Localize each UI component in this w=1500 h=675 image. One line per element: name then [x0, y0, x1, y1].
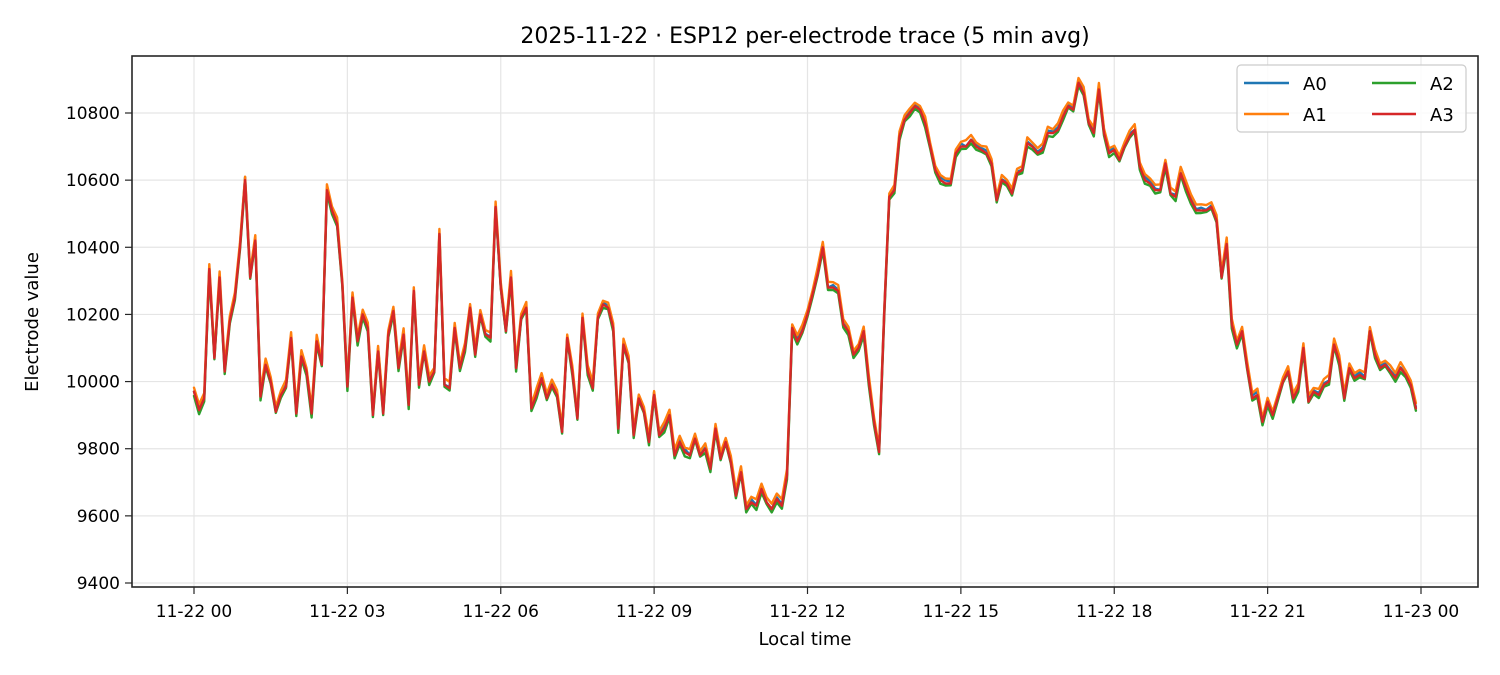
y-tick-label: 10800: [66, 104, 120, 124]
legend-item-a2: A2: [1372, 74, 1454, 95]
x-tick-label: 11-22 18: [1076, 602, 1152, 622]
y-tick-label: 9400: [77, 574, 120, 594]
legend-label-a0: A0: [1303, 74, 1327, 95]
x-tick-label: 11-22 15: [923, 602, 999, 622]
x-tick-label: 11-22 00: [156, 602, 232, 622]
legend-item-a3: A3: [1372, 105, 1454, 126]
y-tick-label: 10600: [66, 171, 120, 191]
y-tick-label: 9600: [77, 507, 120, 527]
x-axis-label: Local time: [758, 629, 851, 650]
x-tick-label: 11-22 12: [769, 602, 845, 622]
x-tick-label: 11-22 03: [309, 602, 385, 622]
y-tick-label: 9800: [77, 440, 120, 460]
legend-item-a0: A0: [1244, 74, 1327, 95]
legend-label-a2: A2: [1430, 74, 1454, 95]
y-tick-label: 10000: [66, 373, 120, 393]
series-lines: [192, 76, 1418, 514]
y-axis-ticks: 9400 9600 9800 10000 10200 10400 10600 10800: [66, 104, 132, 594]
x-tick-label: 11-22 06: [463, 602, 539, 622]
axes-frame: [131, 55, 1479, 588]
legend-label-a3: A3: [1430, 105, 1454, 126]
x-gridlines: [193, 56, 1422, 587]
legend-label-a1: A1: [1303, 105, 1327, 126]
legend: A0 A1 A2 A3: [1236, 64, 1467, 133]
y-tick-label: 10200: [66, 305, 120, 325]
plot-area: [131, 55, 1479, 588]
x-tick-label: 11-22 21: [1229, 602, 1305, 622]
x-tick-label: 11-22 09: [616, 602, 692, 622]
chart-title: 2025-11-22 · ESP12 per-electrode trace (…: [520, 24, 1089, 49]
x-axis-ticks: 11-22 00 11-22 03 11-22 06 11-22 09 11-22 12…: [156, 587, 1459, 622]
y-axis-label: Electrode value: [22, 252, 43, 392]
legend-item-a1: A1: [1244, 105, 1327, 126]
y-tick-label: 10400: [66, 238, 120, 258]
x-tick-label: 11-23 00: [1383, 602, 1459, 622]
series-line-a3: [192, 81, 1418, 511]
